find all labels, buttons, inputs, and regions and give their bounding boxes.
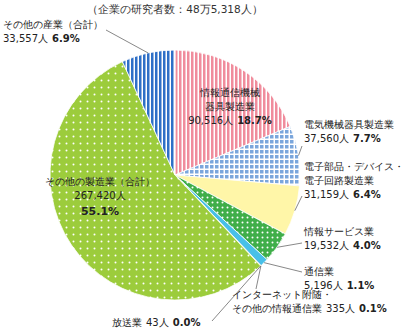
percent-label: 0.0% [173,317,201,328]
pie-slice [122,50,175,175]
slice-label: 放送業 43人 0.0% [112,317,200,328]
pie [50,50,300,300]
percent-label: 7.7% [353,133,381,144]
value-label: 31,159人 [304,189,349,200]
category-label: 電気機械器具製造業 [304,119,394,130]
category-label: 器具製造業 [205,101,255,112]
value-label: 335人 [326,303,355,314]
percent-label: 55.1% [81,205,119,218]
leader-line [264,263,302,272]
slice-label: 通信業5,196人1.1% [304,266,374,291]
percent-label: 6.4% [353,189,381,200]
category-label: 電子部品・デバイス・ [304,161,404,172]
category-label: その他の産業（合計） [3,19,103,30]
slice-label: 情報サービス業 19,532人 4.0% [303,226,381,251]
value-label: 267,420人 [74,190,125,201]
value-label: 19,532人 [304,240,349,251]
percent-label: 6.9% [52,33,80,44]
value-label: 43人 [146,317,169,328]
category-label: その他の製造業（合計） [45,176,155,187]
slice-label: その他の産業（合計） 33,557人 6.9% [3,19,103,44]
slice-label: 電子部品・デバイス・電子回路製造業 31,159人 6.4% [304,161,404,200]
slice-label: インターネット附随・その他の情報通信業 335人 0.1% [232,289,387,314]
leader-line [295,196,302,211]
leader-line [106,30,148,53]
subtitle: （企業の研究者数：48万5,318人） [87,3,262,15]
percent-label: 0.1% [359,303,387,314]
value-label: 33,557人 [3,33,48,44]
slice-label: 情報通信機械器具製造業 90,516人 18.7% [188,87,272,126]
leader-line [277,243,302,247]
percent-label: 4.0% [353,240,381,251]
category-label: インターネット附随・ [232,289,332,300]
leader-line [298,146,302,156]
slice-label: その他の製造業（合計） 267,420人 55.1% [45,176,155,218]
value-label: 37,560人 [304,133,349,144]
percent-label: 1.1% [347,280,375,291]
category-label: 情報サービス業 [303,226,374,237]
category-label: 通信業 [304,266,334,277]
value-label: 90,516人 [188,115,233,126]
category-label: 放送業 [112,317,142,328]
percent-label: 18.7% [237,115,272,126]
category-label: 情報通信機械 [199,87,260,98]
data-labels: 情報通信機械器具製造業 90,516人 18.7% 電気機械器具製造業 37,560人 7… [3,19,404,328]
leader-line [256,266,261,289]
chart: （企業の研究者数：48万5,318人） 情報通信機械器具製造業 90,516人 18.… [0,0,408,333]
category-label: その他の情報通信業 [232,303,322,314]
category-label: 電子回路製造業 [304,175,374,186]
slice-label: 電気機械器具製造業 37,560人 7.7% [304,119,394,144]
